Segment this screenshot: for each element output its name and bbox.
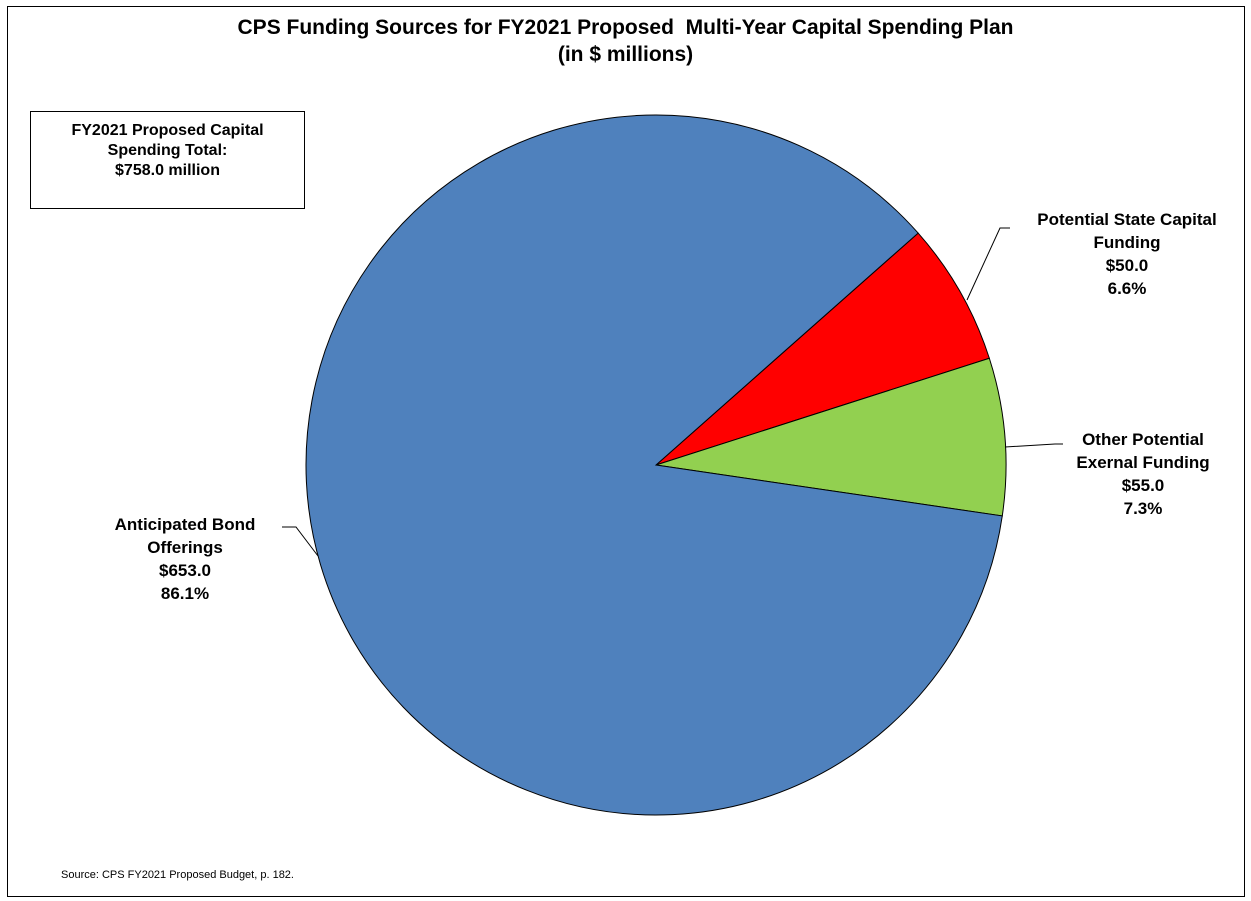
slice-label-1: Potential State Capital Funding $50.0 6.6%: [1037, 210, 1216, 298]
slice-label-2-line-3: $55.0: [1122, 476, 1165, 495]
slice-label-1-line-1: Potential State Capital: [1037, 210, 1216, 229]
slice-label-3-line-3: $653.0: [159, 561, 211, 580]
total-box-line-2: Spending Total:: [107, 142, 228, 159]
slice-label-1-line-4: 6.6%: [1108, 279, 1147, 298]
total-box-line-3: $758.0 million: [115, 162, 220, 179]
chart-title-line-1: CPS Funding Sources for FY2021 Proposed …: [237, 16, 1014, 39]
slice-label-2-line-2: Exernal Funding: [1076, 453, 1209, 472]
slice-label-3: Anticipated Bond Offerings $653.0 86.1%: [115, 515, 256, 603]
pie-slice-3: [305, 114, 1003, 816]
slice-label-2-line-4: 7.3%: [1124, 499, 1163, 518]
slice-label-2: Other Potential Exernal Funding $55.0 7.3%: [1076, 430, 1209, 518]
slice-label-3-line-2: Offerings: [147, 538, 223, 557]
slice-label-2-line-1: Other Potential: [1082, 430, 1204, 449]
slice-label-1-line-2: Funding: [1093, 233, 1160, 252]
total-spending-box: FY2021 Proposed Capital Spending Total: …: [30, 111, 305, 209]
leader-line-1: [966, 227, 1010, 301]
slice-label-1-line-3: $50.0: [1106, 256, 1149, 275]
chart-title: CPS Funding Sources for FY2021 Proposed …: [0, 14, 1251, 68]
pie-slice-1: [655, 232, 990, 466]
total-box-line-1: FY2021 Proposed Capital: [71, 122, 264, 139]
pie-slice-2: [655, 357, 1007, 517]
slice-label-3-line-4: 86.1%: [161, 584, 209, 603]
source-note: Source: CPS FY2021 Proposed Budget, p. 1…: [61, 869, 294, 881]
leader-line-3: [282, 526, 319, 557]
slice-label-3-line-1: Anticipated Bond: [115, 515, 256, 534]
chart-title-line-2: (in $ millions): [557, 43, 694, 66]
leader-line-2: [1004, 443, 1063, 448]
